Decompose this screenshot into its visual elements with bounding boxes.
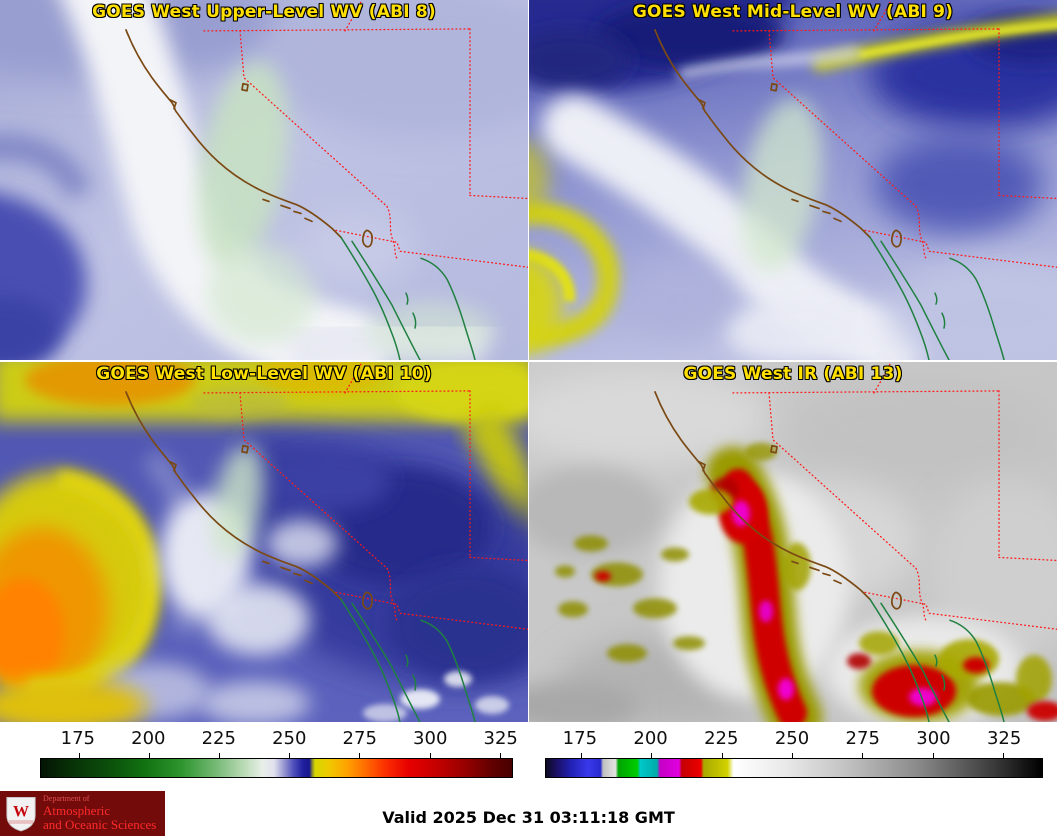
tick-label: 225 [201, 728, 236, 749]
panel-mid-wv: GOES West Mid-Level WV (ABI 9) [529, 0, 1057, 360]
satellite-image-low-wv [0, 362, 528, 722]
svg-text:W: W [13, 803, 29, 820]
panel-ir: GOES West IR (ABI 13) [529, 362, 1057, 722]
tick-mark [429, 753, 431, 758]
tick-mark [792, 753, 794, 758]
tick-mark [499, 753, 501, 758]
tick-label: 250 [774, 728, 810, 749]
tick-label: 275 [845, 728, 880, 749]
tick-mark [148, 753, 150, 758]
tick-mark [1003, 753, 1005, 758]
tick-mark [721, 753, 723, 758]
logo-dept-of: Department of [43, 794, 90, 804]
satellite-image-ir [529, 362, 1057, 722]
tick-mark [78, 753, 80, 758]
tick-label: 300 [413, 728, 448, 749]
tick-label: 200 [633, 728, 668, 749]
ir-colorbar-gradient [545, 753, 1043, 778]
tick-label: 175 [60, 728, 96, 749]
panel-title-low-wv: GOES West Low-Level WV (ABI 10) [96, 364, 432, 384]
logo-text: Department of Atmospheric and Oceanic Sc… [43, 795, 156, 832]
satellite-image-mid-wv [529, 0, 1057, 360]
tick-label: 300 [916, 728, 951, 749]
tick-label: 275 [342, 728, 377, 749]
tick-mark [862, 753, 864, 758]
logo-line2: and Oceanic Sciences [43, 816, 157, 832]
panel-low-wv: GOES West Low-Level WV (ABI 10) [0, 362, 528, 722]
tick-label: 200 [131, 728, 166, 749]
tick-label: 225 [704, 728, 739, 749]
panel-title-ir: GOES West IR (ABI 13) [683, 364, 903, 384]
quad-panel-grid: GOES West Upper-Level WV (ABI 8) [0, 0, 1057, 722]
panel-title-mid-wv: GOES West Mid-Level WV (ABI 9) [632, 2, 954, 22]
ir-colorbar-tick-labels: 175 200 225 250 275 300 325 [545, 728, 1043, 754]
tick-mark [580, 753, 582, 758]
tick-label: 250 [272, 728, 307, 749]
wv-colorbar-tick-labels: 175 200 225 250 275 300 325 [40, 728, 518, 754]
uw-crest-icon: W [6, 797, 36, 832]
panel-title-upper-wv: GOES West Upper-Level WV (ABI 8) [92, 2, 436, 22]
tick-label: 175 [562, 728, 598, 749]
tick-mark [219, 753, 221, 758]
ir-colorbar: 175 200 225 250 275 300 325 [545, 722, 1043, 788]
valid-time-label: Valid 2025 Dec 31 03:11:18 GMT [382, 808, 675, 827]
colorbar-section: 175 200 225 250 275 300 325 175 200 225 … [0, 722, 1057, 788]
tick-mark [651, 753, 653, 758]
tick-label: 325 [986, 728, 1022, 749]
tick-mark [289, 753, 291, 758]
panel-upper-wv: GOES West Upper-Level WV (ABI 8) [0, 0, 528, 360]
uw-aos-logo: W Department of Atmospheric and Oceanic … [0, 791, 165, 836]
footer: W Department of Atmospheric and Oceanic … [0, 788, 1057, 836]
tick-mark [359, 753, 361, 758]
wv-colorbar-gradient [40, 753, 513, 778]
wv-colorbar: 175 200 225 250 275 300 325 [40, 722, 518, 788]
tick-mark [932, 753, 934, 758]
tick-label: 325 [483, 728, 518, 749]
satellite-image-upper-wv [0, 0, 528, 360]
logo-line1: Atmospheric [43, 802, 111, 818]
